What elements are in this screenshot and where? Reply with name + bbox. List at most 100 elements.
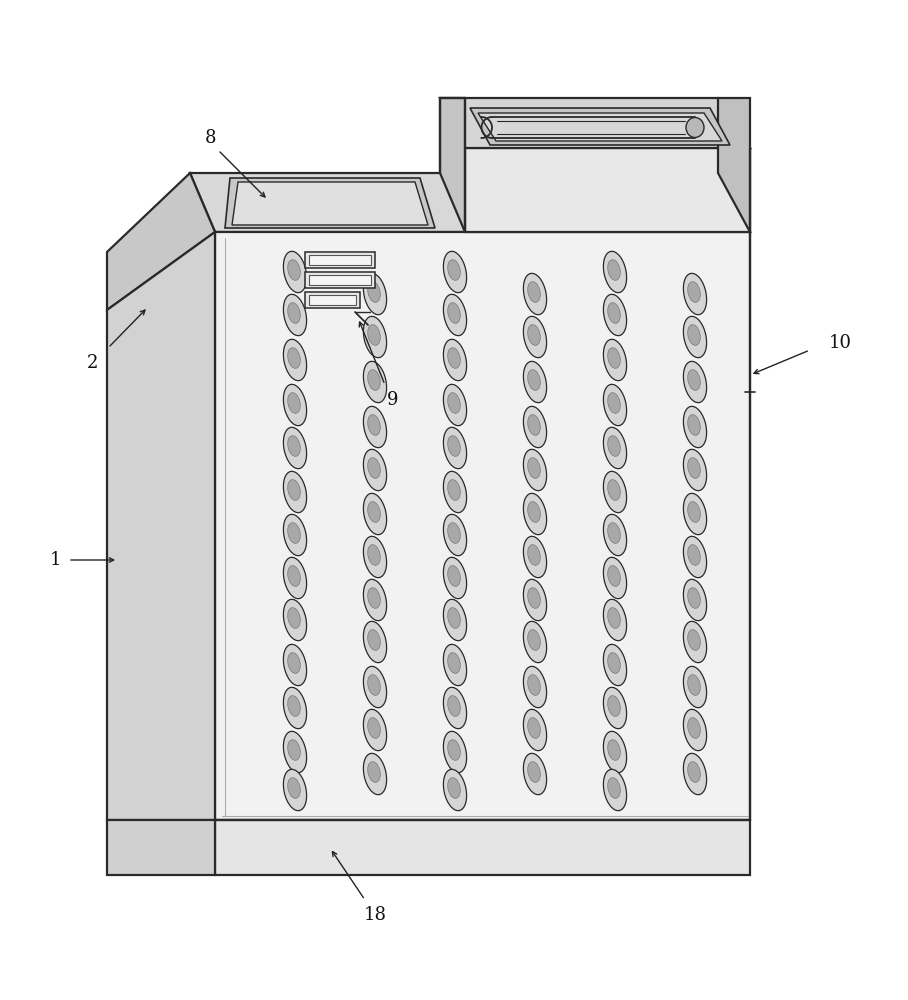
Ellipse shape: [448, 393, 460, 413]
Ellipse shape: [448, 566, 460, 586]
Ellipse shape: [368, 675, 380, 695]
Ellipse shape: [523, 493, 547, 535]
Polygon shape: [107, 232, 215, 820]
Ellipse shape: [443, 599, 467, 641]
Ellipse shape: [684, 316, 706, 358]
Ellipse shape: [607, 260, 620, 280]
Ellipse shape: [368, 630, 380, 650]
Ellipse shape: [368, 370, 380, 390]
Ellipse shape: [288, 303, 301, 323]
Ellipse shape: [684, 493, 706, 535]
Ellipse shape: [288, 696, 301, 716]
Ellipse shape: [528, 502, 540, 522]
Ellipse shape: [607, 436, 620, 456]
Ellipse shape: [523, 621, 547, 663]
Ellipse shape: [443, 769, 467, 811]
Ellipse shape: [684, 536, 706, 578]
Ellipse shape: [283, 599, 307, 641]
Ellipse shape: [604, 294, 627, 336]
Polygon shape: [225, 178, 435, 228]
Ellipse shape: [604, 731, 627, 773]
Ellipse shape: [687, 370, 700, 390]
Ellipse shape: [368, 325, 380, 345]
Ellipse shape: [604, 557, 627, 599]
Ellipse shape: [283, 557, 307, 599]
Polygon shape: [107, 820, 215, 875]
Ellipse shape: [523, 753, 547, 795]
Ellipse shape: [523, 449, 547, 491]
Polygon shape: [470, 108, 730, 145]
Ellipse shape: [368, 545, 380, 565]
Ellipse shape: [684, 273, 706, 315]
Ellipse shape: [448, 523, 460, 543]
Text: 8: 8: [204, 129, 216, 147]
Ellipse shape: [363, 709, 387, 751]
Ellipse shape: [528, 325, 540, 345]
Ellipse shape: [288, 523, 301, 543]
Ellipse shape: [363, 361, 387, 403]
Polygon shape: [309, 255, 371, 265]
Ellipse shape: [283, 644, 307, 686]
Ellipse shape: [448, 740, 460, 760]
Ellipse shape: [528, 545, 540, 565]
Ellipse shape: [448, 480, 460, 500]
Ellipse shape: [448, 778, 460, 798]
Ellipse shape: [443, 427, 467, 469]
Ellipse shape: [448, 653, 460, 673]
Ellipse shape: [448, 696, 460, 716]
Ellipse shape: [288, 778, 301, 798]
Ellipse shape: [687, 675, 700, 695]
Ellipse shape: [528, 718, 540, 738]
Ellipse shape: [443, 514, 467, 556]
Ellipse shape: [523, 406, 547, 448]
Ellipse shape: [687, 588, 700, 608]
Polygon shape: [465, 148, 750, 232]
Ellipse shape: [604, 251, 627, 293]
Text: 2: 2: [87, 354, 99, 372]
Ellipse shape: [363, 666, 387, 708]
Ellipse shape: [687, 545, 700, 565]
Ellipse shape: [684, 579, 706, 621]
Text: 18: 18: [363, 906, 387, 924]
Ellipse shape: [684, 709, 706, 751]
Ellipse shape: [604, 599, 627, 641]
Ellipse shape: [283, 687, 307, 729]
Text: 10: 10: [828, 334, 852, 352]
Ellipse shape: [443, 557, 467, 599]
Ellipse shape: [443, 471, 467, 513]
Ellipse shape: [448, 348, 460, 368]
Ellipse shape: [687, 415, 700, 435]
Ellipse shape: [443, 687, 467, 729]
Ellipse shape: [363, 273, 387, 315]
Ellipse shape: [687, 502, 700, 522]
Polygon shape: [309, 295, 356, 305]
Ellipse shape: [363, 536, 387, 578]
Ellipse shape: [363, 449, 387, 491]
Ellipse shape: [288, 653, 301, 673]
Ellipse shape: [687, 458, 700, 478]
Ellipse shape: [368, 458, 380, 478]
Ellipse shape: [604, 384, 627, 426]
Ellipse shape: [443, 251, 467, 293]
Text: 9: 9: [387, 391, 399, 409]
Ellipse shape: [443, 339, 467, 381]
Ellipse shape: [604, 769, 627, 811]
Polygon shape: [305, 252, 375, 268]
Ellipse shape: [684, 621, 706, 663]
Ellipse shape: [443, 644, 467, 686]
Ellipse shape: [528, 458, 540, 478]
Ellipse shape: [523, 536, 547, 578]
Ellipse shape: [687, 630, 700, 650]
Ellipse shape: [684, 753, 706, 795]
Ellipse shape: [448, 260, 460, 280]
Ellipse shape: [528, 630, 540, 650]
Ellipse shape: [604, 427, 627, 469]
Text: 1: 1: [49, 551, 61, 569]
Ellipse shape: [607, 653, 620, 673]
Ellipse shape: [528, 370, 540, 390]
Ellipse shape: [607, 778, 620, 798]
Ellipse shape: [363, 579, 387, 621]
Polygon shape: [107, 173, 215, 310]
Ellipse shape: [523, 579, 547, 621]
Ellipse shape: [687, 762, 700, 782]
